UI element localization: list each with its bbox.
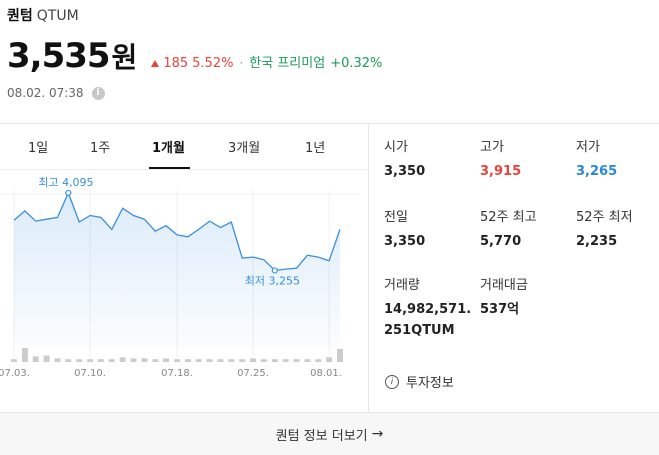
volume-bar bbox=[271, 359, 278, 362]
volume-bar bbox=[293, 359, 300, 362]
volume-bar bbox=[87, 359, 94, 362]
volume-bar bbox=[184, 359, 191, 362]
x-tick-label: 07.03. bbox=[0, 368, 30, 379]
stat-prev: 전일 3,350 bbox=[384, 206, 479, 253]
stat-prev-label: 전일 bbox=[384, 210, 408, 225]
volume-bar bbox=[21, 348, 28, 362]
info-i-icon: i bbox=[385, 374, 399, 389]
stat-low: 저가 3,265 bbox=[576, 136, 659, 183]
volume-bar bbox=[11, 359, 17, 362]
stat-amount: 거래대금 537억 bbox=[480, 274, 575, 321]
volume-bar bbox=[130, 358, 137, 362]
tab-1year[interactable]: 1년 bbox=[305, 141, 326, 156]
change-percent: 5.52% bbox=[192, 56, 234, 71]
x-tick-label: 07.18. bbox=[161, 368, 193, 379]
stat-volume-label: 거래량 bbox=[384, 278, 420, 293]
x-tick-label: 07.10. bbox=[74, 368, 106, 379]
coin-title: 퀀텀 QTUM bbox=[7, 5, 79, 25]
tab-1day[interactable]: 1일 bbox=[28, 141, 49, 156]
stat-high52-value: 5,770 bbox=[480, 234, 522, 249]
premium-value: +0.32% bbox=[330, 56, 383, 71]
timestamp-text: 08.02. 07:38 bbox=[7, 86, 84, 100]
max-point bbox=[65, 189, 72, 197]
divider-vertical bbox=[368, 124, 369, 412]
volume-bar bbox=[152, 359, 159, 362]
stat-low52: 52주 최저 2,235 bbox=[576, 206, 659, 253]
volume-bar bbox=[337, 348, 343, 362]
volume-bar bbox=[195, 359, 202, 362]
coin-name-english: QTUM bbox=[36, 8, 79, 24]
divider-top bbox=[0, 123, 659, 124]
up-triangle-icon bbox=[151, 60, 160, 67]
min-label: 최저 3,255 bbox=[245, 274, 300, 287]
change-amount: 185 bbox=[163, 56, 189, 71]
more-info-button[interactable]: 퀀텀 정보 더보기 → bbox=[0, 413, 659, 455]
invest-info-link[interactable]: i 투자정보 bbox=[385, 372, 454, 391]
min-point bbox=[271, 267, 278, 274]
volume-bar bbox=[239, 359, 246, 362]
volume-bar bbox=[315, 359, 322, 362]
volume-bar bbox=[228, 359, 235, 362]
stat-low52-value: 2,235 bbox=[576, 234, 618, 249]
max-label: 최고 4,095 bbox=[38, 176, 93, 189]
x-tick-label: 08.01. bbox=[310, 368, 342, 379]
active-tab-underline bbox=[149, 167, 190, 169]
volume-bar bbox=[108, 359, 115, 362]
divider-bottom bbox=[0, 412, 659, 413]
tabs-bottom-line bbox=[0, 169, 368, 170]
stat-prev-value: 3,350 bbox=[384, 234, 426, 249]
stat-volume-value: 14,982,571.251QTUM bbox=[384, 302, 472, 338]
volume-bar bbox=[282, 359, 289, 362]
tab-1week[interactable]: 1주 bbox=[90, 141, 111, 156]
update-timestamp: 08.02. 07:38 i bbox=[7, 86, 105, 100]
invest-info-label: 투자정보 bbox=[406, 376, 454, 391]
stat-low-value: 3,265 bbox=[576, 164, 618, 179]
price-row: 3,535 원 185 5.52% · 한국 프리미엄 +0.32% bbox=[7, 36, 382, 76]
volume-bar bbox=[76, 359, 83, 362]
stat-open-value: 3,350 bbox=[384, 164, 426, 179]
volume-bar bbox=[174, 359, 180, 362]
volume-bar bbox=[163, 358, 170, 362]
volume-bar bbox=[250, 358, 257, 362]
stat-open-label: 시가 bbox=[384, 140, 408, 155]
volume-bar bbox=[97, 359, 104, 362]
stat-high52: 52주 최고 5,770 bbox=[480, 206, 575, 253]
tab-3months[interactable]: 3개월 bbox=[228, 141, 261, 156]
price-chart[interactable]: 최고 4,095 최저 3,255 07.03. 07.10. 07.18. 07.25… bbox=[0, 170, 368, 380]
volume-bar bbox=[119, 357, 126, 362]
stat-volume: 거래량 14,982,571.251QTUM bbox=[384, 274, 476, 342]
more-info-label: 퀀텀 정보 더보기 bbox=[275, 428, 368, 444]
volume-bar bbox=[54, 358, 61, 362]
dot-separator: · bbox=[239, 56, 244, 70]
price-area bbox=[14, 192, 340, 348]
stat-high-label: 고가 bbox=[480, 140, 504, 155]
stat-low52-label: 52주 최저 bbox=[576, 210, 633, 225]
volume-bar bbox=[65, 359, 72, 362]
stat-amount-value: 537억 bbox=[480, 302, 520, 317]
volume-bar bbox=[326, 357, 333, 362]
x-tick-label: 07.25. bbox=[237, 368, 269, 379]
stat-amount-label: 거래대금 bbox=[480, 278, 528, 293]
volume-bar bbox=[260, 359, 267, 362]
tab-1month[interactable]: 1개월 bbox=[152, 141, 185, 156]
stat-low-label: 저가 bbox=[576, 140, 600, 155]
period-tabs: 1일 1주 1개월 3개월 1년 bbox=[0, 124, 368, 170]
volume-bar bbox=[43, 355, 50, 362]
volume-bar bbox=[206, 359, 213, 362]
volume-bar bbox=[217, 359, 224, 362]
stat-high-value: 3,915 bbox=[480, 164, 522, 179]
stat-high: 고가 3,915 bbox=[480, 136, 575, 183]
current-price: 3,535 bbox=[7, 36, 111, 76]
volume-bar bbox=[141, 358, 148, 362]
arrow-right-icon: → bbox=[371, 426, 384, 442]
premium-label: 한국 프리미엄 bbox=[249, 56, 326, 71]
info-icon[interactable]: i bbox=[91, 86, 105, 100]
stat-open: 시가 3,350 bbox=[384, 136, 479, 183]
price-change: 185 5.52% bbox=[151, 56, 233, 71]
stat-high52-label: 52주 최고 bbox=[480, 210, 537, 225]
volume-bar bbox=[32, 356, 39, 362]
volume-bar bbox=[304, 359, 311, 362]
coin-name-korean: 퀀텀 bbox=[7, 8, 33, 24]
price-unit: 원 bbox=[111, 41, 138, 74]
